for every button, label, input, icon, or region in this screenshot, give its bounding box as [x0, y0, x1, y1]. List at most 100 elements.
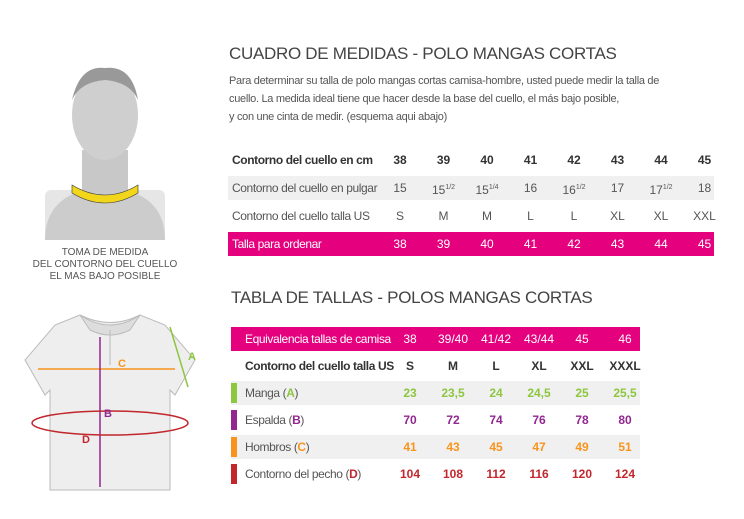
row-label: Contorno del cuello en cm [232, 153, 373, 167]
table-cell: 47 [532, 440, 546, 454]
row-name: Hombros [245, 440, 291, 454]
table-cell: 104 [399, 467, 421, 481]
cell-value: 16 [523, 181, 538, 195]
table-cell: 45 [697, 153, 712, 167]
table-cell: 38 [403, 332, 417, 346]
row-letter: A [286, 386, 295, 400]
header-row: Equivalencia tallas de camisa 38 39/40 41/4… [231, 327, 640, 351]
letter-a: A [188, 351, 196, 363]
table-cell: 39 [436, 237, 451, 251]
table-cell: 171/2 [641, 176, 681, 200]
table-cell: 23 [403, 386, 417, 400]
cell-value: 17 [649, 183, 663, 197]
cell-value: 16 [562, 183, 576, 197]
table-cell: 41 [403, 440, 417, 454]
table-row: Contorno del cuello talla US S M L XL XXL XXXL [231, 354, 641, 378]
table-cell: 24,5 [527, 386, 551, 400]
table-row: Contorno del cuello en pulgar 15 151/2 151/… [228, 176, 714, 200]
color-bar [231, 383, 237, 403]
table-cell: 44 [654, 237, 668, 251]
table-cell: 15 [380, 176, 420, 200]
row-label: Manga (A) [245, 386, 299, 400]
row-name: Espalda [245, 413, 286, 427]
cell-value: 15 [431, 183, 446, 197]
table-cell: 74 [489, 413, 503, 427]
row-label: Espalda (B) [245, 413, 304, 427]
table-cell: 124 [614, 467, 636, 481]
table-cell: 25 [575, 386, 589, 400]
table-cell: 44 [654, 153, 668, 167]
table-row: Hombros (C) 41 43 45 47 49 51 [231, 435, 640, 459]
fraction: 1/4 [488, 184, 499, 191]
table-cell: 46 [618, 332, 632, 346]
table-cell: 42 [567, 237, 581, 251]
row-label: Contorno del pecho (D) [245, 467, 361, 481]
table-cell: M [438, 209, 449, 223]
table-cell: XL [653, 209, 669, 223]
letter-b: B [104, 408, 112, 420]
cell-value: 15 [393, 181, 407, 195]
table-row: Contorno del cuello en cm 38 39 40 41 42 43 44 4… [228, 148, 714, 172]
row-label: Contorno del cuello en pulgar [232, 181, 378, 195]
table-cell: S [405, 359, 414, 373]
row-label: Talla para ordenar [232, 237, 322, 251]
table-row: Manga (A) 23 23,5 24 24,5 25 25,5 [231, 381, 640, 405]
table-cell: 38 [393, 237, 407, 251]
table-row: Talla para ordenar 38 39 40 41 42 43 44 45 [228, 232, 714, 256]
neck-illustration [45, 67, 165, 240]
table-cell: 41 [523, 237, 538, 251]
cell-value: 18 [697, 181, 712, 195]
table-cell: 39 [436, 153, 451, 167]
table-cell: 40 [480, 153, 494, 167]
table-cell: 38 [393, 153, 407, 167]
caption-line: EL MAS BAJO POSIBLE [49, 271, 161, 282]
caption-line: TOMA DE MEDIDA [61, 247, 149, 258]
table-cell: 16 [511, 176, 551, 200]
table-cell: 45 [489, 440, 503, 454]
table-cell: L [492, 359, 500, 373]
row-letter: D [349, 467, 358, 481]
table-cell: L [570, 209, 578, 223]
table-cell: 17 [598, 176, 638, 200]
table-cell: 161/2 [554, 176, 594, 200]
row-label: Contorno del cuello talla US [232, 209, 370, 223]
table-cell: 70 [403, 413, 417, 427]
table-cell: XL [610, 209, 625, 223]
table-cell: 43 [446, 440, 460, 454]
table-cell: 41/42 [480, 332, 512, 346]
table-cell: XXL [570, 359, 594, 373]
table-cell: 24 [489, 386, 503, 400]
row-name: Contorno del pecho [245, 467, 343, 481]
table-cell: 43 [610, 153, 625, 167]
table-cell: 120 [571, 467, 593, 481]
color-bar [231, 410, 237, 430]
table-cell: 18 [685, 176, 725, 200]
fraction: 1/2 [575, 184, 586, 191]
table-cell: XL [531, 359, 547, 373]
table-cell: 112 [486, 467, 506, 481]
table-cell: 25,5 [613, 386, 637, 400]
table-cell: XXXL [609, 359, 641, 373]
shirt-illustration: A B C D [24, 314, 196, 491]
table-cell: 39/40 [437, 332, 469, 346]
letter-d: D [82, 434, 90, 446]
table-cell: XXL [693, 209, 716, 223]
table-cell: 45 [697, 237, 712, 251]
row-letter: C [297, 440, 306, 454]
fraction: 1/2 [445, 184, 456, 191]
table-cell: 78 [575, 413, 589, 427]
table-cell: 116 [529, 467, 549, 481]
row-label: Hombros (C) [245, 440, 310, 454]
table-cell: 23,5 [441, 386, 465, 400]
description-line: y con une cinta de medir. (esquema aqui … [229, 111, 447, 123]
table-cell: 49 [575, 440, 589, 454]
cell-value: 15 [475, 183, 489, 197]
letter-c: C [118, 358, 126, 370]
table-cell: 40 [480, 237, 494, 251]
caption-line: DEL CONTORNO DEL CUELLO [32, 259, 178, 270]
table-cell: L [527, 209, 534, 223]
table-row: Contorno del cuello talla US S M M L L XL XL XXL [228, 204, 716, 228]
row-letter: B [292, 413, 301, 427]
table-cell: 41 [523, 153, 538, 167]
